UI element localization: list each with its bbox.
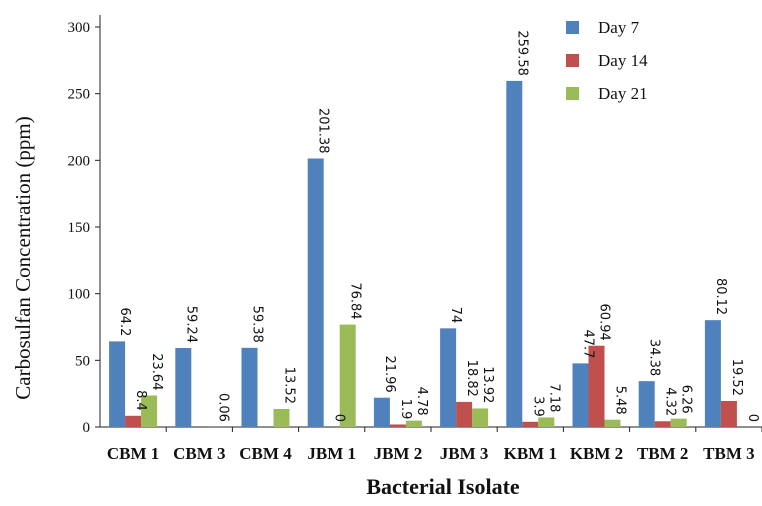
data-label-day-14-cbm-1: 8.4 xyxy=(133,390,148,411)
data-label-day-21-cbm-1: 23.64 xyxy=(149,353,164,390)
bar-day-14-tbm-3 xyxy=(721,401,737,427)
data-label-day-14-tbm-3: 19.52 xyxy=(729,359,744,396)
y-tick-label: 300 xyxy=(68,20,91,36)
data-label-day-7-tbm-2: 34.38 xyxy=(647,339,662,376)
data-label-day-14-kbm-2: 60.94 xyxy=(597,304,612,341)
category-label-kbm-1: KBM 1 xyxy=(504,444,557,463)
bar-day-14-tbm-2 xyxy=(655,421,671,427)
data-label-day-7-cbm-1: 64.2 xyxy=(117,307,132,336)
data-label-day-21-cbm-3: 0.06 xyxy=(215,393,230,422)
legend-swatch-day-14 xyxy=(566,54,579,67)
y-tick-label: 0 xyxy=(83,420,91,436)
bar-day-21-kbm-2 xyxy=(605,420,621,427)
data-label-day-21-kbm-1: 7.18 xyxy=(546,383,561,412)
legend: Day 7 Day 14 Day 21 xyxy=(566,18,648,103)
category-label-tbm-2: TBM 2 xyxy=(637,444,688,463)
bar-day-14-jbm-2 xyxy=(390,424,406,427)
bar-day-7-cbm-1 xyxy=(109,341,125,427)
bar-day-7-jbm-2 xyxy=(374,398,390,427)
data-label-day-7-tbm-3: 80.12 xyxy=(713,278,728,315)
category-label-jbm-3: JBM 3 xyxy=(440,444,489,463)
data-label-day-14-jbm-3: 18.82 xyxy=(464,360,479,397)
category-label-cbm-4: CBM 4 xyxy=(239,444,292,463)
data-label-day-7-cbm-4: 59.38 xyxy=(250,306,265,343)
data-label-day-21-cbm-4: 13.52 xyxy=(282,367,297,404)
data-label-day-7-kbm-1: 259.58 xyxy=(514,30,529,76)
legend-label-day-21: Day 21 xyxy=(598,84,648,103)
data-label-day-7-jbm-1: 201.38 xyxy=(316,108,331,154)
category-label-jbm-2: JBM 2 xyxy=(374,444,423,463)
bar-day-7-kbm-2 xyxy=(573,363,589,427)
data-label-day-14-jbm-1: 0 xyxy=(332,414,347,422)
bar-day-7-jbm-3 xyxy=(440,328,456,427)
y-tick-label: 50 xyxy=(75,353,90,369)
y-axis-title: Carbosulfan Concentration (ppm) xyxy=(11,116,35,399)
data-label-day-21-jbm-1: 76.84 xyxy=(348,282,363,319)
data-label-day-21-tbm-2: 6.26 xyxy=(679,385,694,414)
bar-day-14-cbm-1 xyxy=(125,416,141,427)
data-label-day-7-jbm-3: 74 xyxy=(448,307,463,324)
category-label-kbm-2: KBM 2 xyxy=(570,444,623,463)
y-tick-label: 250 xyxy=(68,87,91,103)
bar-day-21-jbm-3 xyxy=(472,408,488,427)
bar-day-7-tbm-2 xyxy=(639,381,655,427)
bar-day-7-jbm-1 xyxy=(308,158,324,427)
legend-swatch-day-7 xyxy=(566,21,579,34)
data-labels: 64.2 59.24 59.38 201.38 21.96 74 259.58 47.7 34.… xyxy=(117,30,760,422)
bar-day-14-jbm-3 xyxy=(456,402,472,427)
bar-day-7-cbm-3 xyxy=(175,348,191,427)
x-axis-title: Bacterial Isolate xyxy=(366,474,520,499)
legend-label-day-14: Day 14 xyxy=(598,51,648,70)
y-tick-label: 100 xyxy=(68,287,91,303)
data-label-day-7-kbm-2: 47.7 xyxy=(581,329,596,358)
category-label-jbm-1: JBM 1 xyxy=(307,444,356,463)
bar-day-14-kbm-1 xyxy=(522,422,538,427)
bars xyxy=(109,81,737,427)
data-label-day-14-tbm-2: 4.32 xyxy=(663,387,678,416)
data-label-day-7-jbm-2: 21.96 xyxy=(382,356,397,393)
bar-day-7-kbm-1 xyxy=(506,81,522,427)
data-label-day-7-cbm-3: 59.24 xyxy=(183,306,198,343)
data-label-day-21-kbm-2: 5.48 xyxy=(613,386,628,415)
bar-day-21-tbm-2 xyxy=(671,419,687,427)
category-label-cbm-1: CBM 1 xyxy=(107,444,159,463)
category-label-cbm-3: CBM 3 xyxy=(173,444,225,463)
y-tick-label: 200 xyxy=(68,153,91,169)
bar-day-7-tbm-3 xyxy=(705,320,721,427)
data-label-day-14-kbm-1: 3.9 xyxy=(530,396,545,417)
legend-label-day-7: Day 7 xyxy=(598,18,640,37)
data-label-day-14-jbm-2: 1.9 xyxy=(398,399,413,420)
bar-day-21-jbm-1 xyxy=(340,325,356,427)
data-label-day-21-jbm-2: 4.78 xyxy=(414,387,429,416)
data-label-day-21-jbm-3: 13.92 xyxy=(480,366,495,403)
data-label-day-21-tbm-3: 0 xyxy=(745,414,760,422)
bar-day-21-kbm-1 xyxy=(538,417,554,427)
legend-swatch-day-21 xyxy=(566,87,579,100)
y-tick-label: 150 xyxy=(68,220,91,236)
bar-day-21-jbm-2 xyxy=(406,421,422,427)
bar-day-7-cbm-4 xyxy=(242,348,258,427)
category-label-tbm-3: TBM 3 xyxy=(703,444,754,463)
bar-day-21-cbm-4 xyxy=(274,409,290,427)
